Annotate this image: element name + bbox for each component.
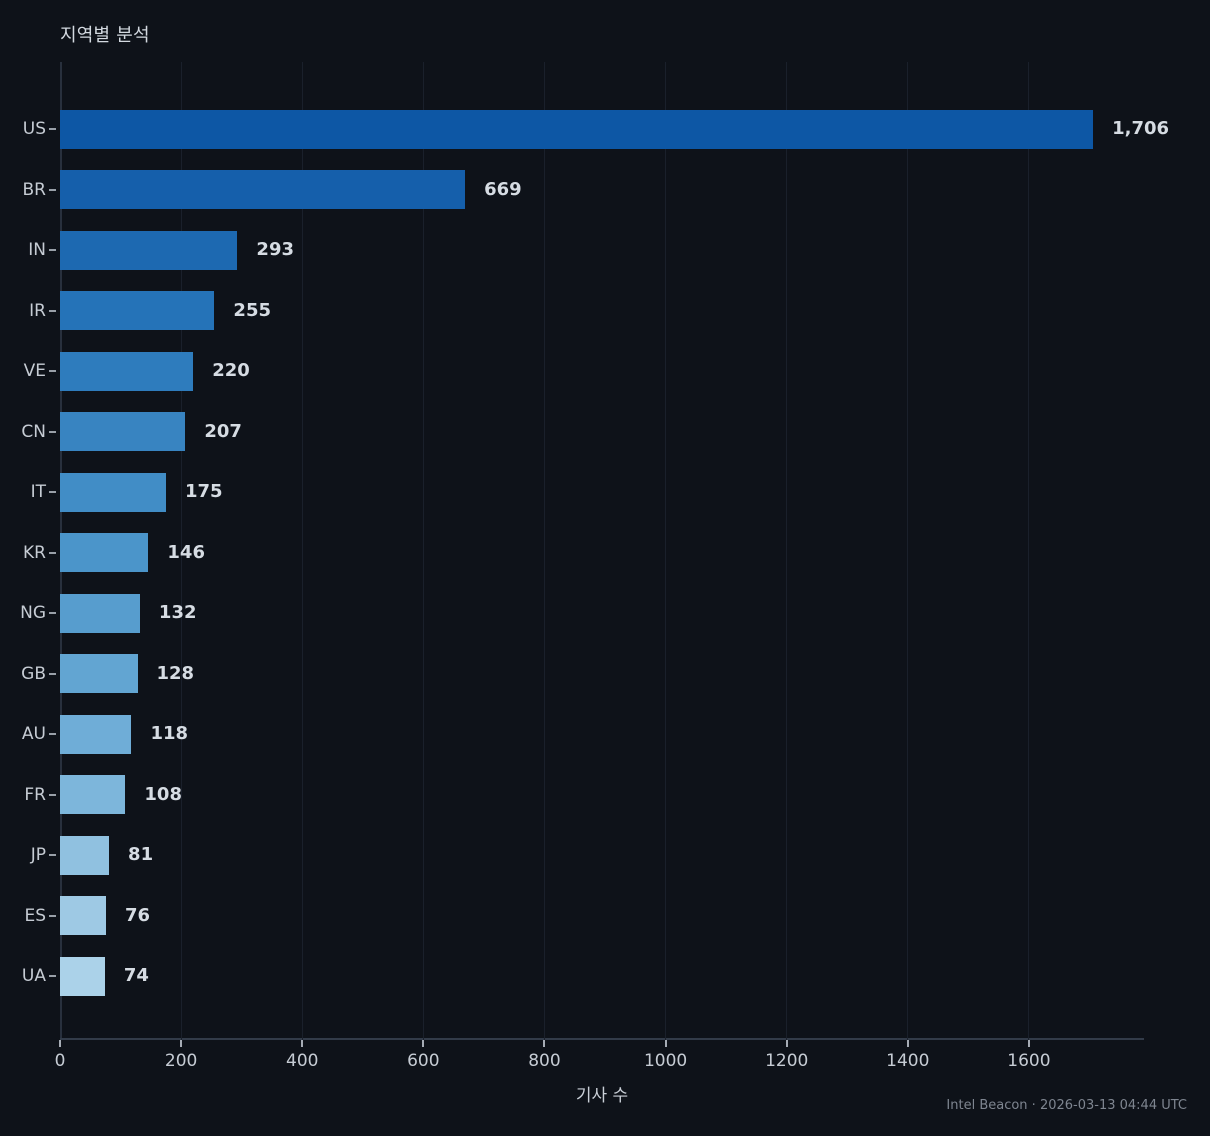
x-tick-label-1000: 1000 (643, 1051, 688, 1071)
y-tick-IT (49, 491, 56, 493)
category-label-KR: KR (23, 542, 46, 563)
x-tick-0 (59, 1040, 61, 1047)
y-tick-AU (49, 733, 56, 735)
category-label-IT: IT (30, 482, 46, 502)
y-tick-IR (49, 309, 56, 312)
value-label-UA: 74 (123, 965, 149, 986)
bar-NG (60, 593, 140, 633)
value-label-CN: 207 (204, 420, 242, 442)
value-label-BR: 669 (484, 178, 522, 200)
y-tick-FR (49, 793, 56, 796)
value-label-JP: 81 (128, 844, 154, 865)
category-label-JP: JP (30, 845, 46, 865)
x-tick-800 (543, 1040, 546, 1047)
plot-area: 1,706 669 293 255 220 207 175 146 132 128 118 108 81… (60, 62, 1169, 1040)
bar-IT (60, 472, 166, 512)
bar-BR (60, 170, 466, 209)
category-label-US: US (22, 119, 46, 139)
category-label-BR: BR (22, 179, 46, 200)
y-tick-KR (49, 551, 56, 554)
y-tick-VE (49, 370, 56, 372)
gridline-1600 (1028, 62, 1030, 1040)
bar-IR (60, 291, 215, 330)
gridline-200 (180, 62, 182, 1040)
bar-UA (60, 956, 105, 996)
x-tick-label-200: 200 (164, 1051, 198, 1071)
x-tick-1600 (1027, 1040, 1030, 1047)
bar-GB (60, 654, 138, 693)
y-tick-NG (49, 612, 56, 614)
bar-CN (60, 412, 186, 451)
bar-AU (60, 714, 132, 754)
gridline-400 (301, 62, 303, 1040)
x-tick-label-800: 800 (528, 1051, 561, 1071)
bar-KR (60, 533, 149, 572)
x-axis-label: 기사 수 (575, 1086, 629, 1106)
chart-title: 지역별 분석 (60, 25, 150, 46)
value-label-NG: 132 (158, 602, 197, 623)
x-tick-label-1400: 1400 (886, 1051, 930, 1071)
bar-US (60, 109, 1094, 149)
category-label-IR: IR (29, 300, 46, 321)
footer-credit: Intel Beacon · 2026-03-13 04:44 UTC (946, 1098, 1187, 1113)
category-label-VE: VE (23, 361, 46, 381)
x-tick-600 (422, 1040, 425, 1047)
y-tick-JP (49, 854, 56, 856)
y-tick-US (49, 128, 56, 130)
x-tick-1400 (906, 1040, 909, 1047)
gridline-1400 (907, 62, 909, 1040)
x-tick-400 (301, 1040, 304, 1047)
y-tick-IN (49, 249, 56, 251)
value-label-FR: 108 (144, 783, 182, 805)
y-tick-GB (49, 672, 56, 675)
value-label-KR: 146 (167, 541, 205, 563)
gridline-1000 (665, 62, 667, 1040)
y-tick-CN (49, 430, 56, 433)
gridline-1200 (786, 62, 788, 1040)
value-label-IR: 255 (233, 299, 271, 321)
value-label-US: 1,706 (1112, 118, 1170, 139)
bar-IN (60, 230, 238, 270)
y-tick-BR (49, 188, 56, 191)
value-label-IT: 175 (184, 481, 223, 502)
category-label-NG: NG (20, 603, 46, 623)
category-label-FR: FR (24, 784, 46, 805)
category-label-AU: AU (21, 724, 46, 744)
x-tick-label-600: 600 (407, 1051, 440, 1071)
value-label-ES: 76 (125, 904, 151, 926)
x-tick-1000 (664, 1040, 667, 1047)
bar-FR (60, 775, 126, 814)
x-tick-label-1600: 1600 (1007, 1051, 1051, 1071)
gridline-800 (543, 62, 545, 1040)
category-label-GB: GB (21, 663, 46, 684)
gridline-600 (422, 62, 424, 1040)
category-label-UA: UA (21, 966, 46, 986)
value-label-GB: 128 (156, 662, 195, 684)
bar-ES (60, 896, 107, 935)
x-tick-label-0: 0 (54, 1051, 66, 1071)
y-tick-UA (49, 975, 56, 977)
bar-VE (60, 351, 194, 391)
category-label-ES: ES (24, 905, 46, 926)
x-tick-label-400: 400 (286, 1051, 319, 1071)
bar-JP (60, 835, 110, 875)
value-label-VE: 220 (212, 360, 250, 381)
value-label-AU: 118 (150, 723, 189, 744)
category-label-IN: IN (28, 240, 46, 260)
y-tick-ES (49, 914, 56, 917)
value-label-IN: 293 (256, 239, 294, 260)
category-label-CN: CN (21, 421, 46, 442)
x-tick-1200 (785, 1040, 788, 1047)
x-axis-spine (60, 1038, 1144, 1040)
x-tick-200 (180, 1040, 183, 1047)
x-tick-label-1200: 1200 (765, 1051, 809, 1071)
